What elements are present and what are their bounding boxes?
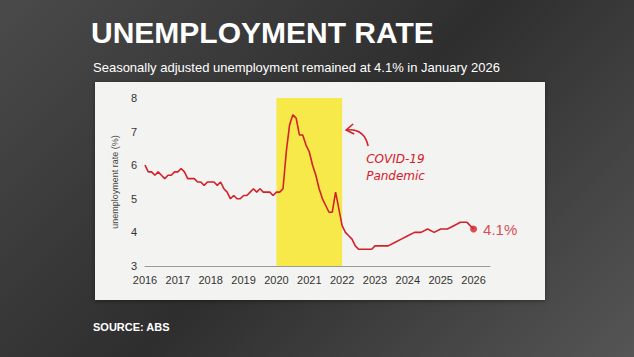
svg-text:Pandemic: Pandemic	[366, 169, 425, 183]
svg-text:2021: 2021	[297, 274, 321, 286]
svg-text:Seasonally adjusted unemployme: Seasonally adjusted unemployment remaine…	[93, 60, 500, 75]
svg-text:2016: 2016	[133, 274, 157, 286]
svg-text:UNEMPLOYMENT RATE: UNEMPLOYMENT RATE	[91, 16, 434, 49]
svg-text:2020: 2020	[264, 274, 288, 286]
svg-text:7: 7	[131, 126, 137, 138]
svg-text:unemployment rate (%): unemployment rate (%)	[110, 135, 120, 229]
svg-text:8: 8	[131, 92, 137, 104]
svg-text:3: 3	[131, 260, 137, 272]
svg-text:2019: 2019	[231, 274, 255, 286]
svg-text:2026: 2026	[461, 274, 485, 286]
svg-text:2024: 2024	[396, 274, 420, 286]
svg-text:5: 5	[131, 193, 137, 205]
svg-text:SOURCE: ABS: SOURCE: ABS	[93, 321, 170, 333]
svg-text:2022: 2022	[330, 274, 354, 286]
svg-text:COVID-19: COVID-19	[366, 152, 424, 166]
svg-text:4: 4	[131, 226, 137, 238]
svg-text:6: 6	[131, 159, 137, 171]
svg-text:4.1%: 4.1%	[483, 221, 517, 238]
svg-text:2025: 2025	[428, 274, 452, 286]
svg-text:2023: 2023	[363, 274, 387, 286]
svg-text:2018: 2018	[198, 274, 222, 286]
svg-text:2017: 2017	[166, 274, 190, 286]
